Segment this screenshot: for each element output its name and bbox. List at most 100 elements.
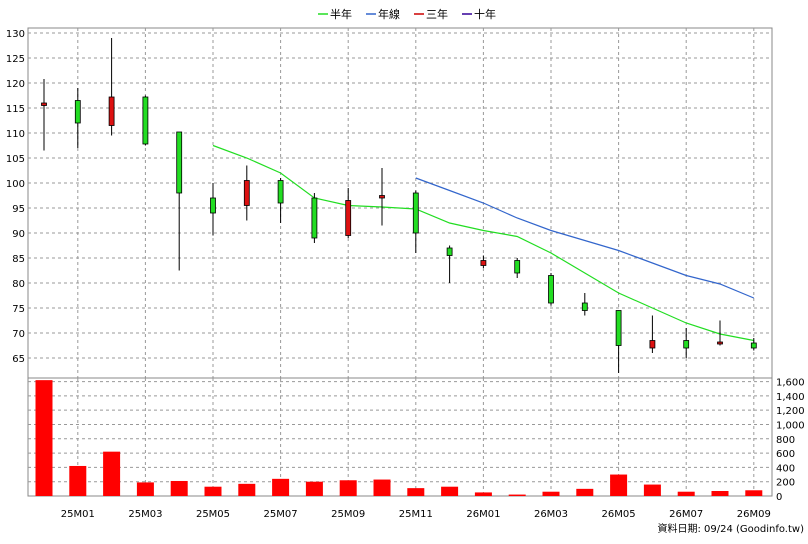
candle-6 xyxy=(243,165,250,221)
candle-body-2 xyxy=(108,96,115,126)
price-tick-label-70: 70 xyxy=(12,329,25,340)
volume-bar-13 xyxy=(474,492,492,496)
x-tick-label-26M03: 26M03 xyxy=(534,509,568,520)
volume-tick-label-1400: 1,400 xyxy=(776,392,805,403)
volume-bar-5 xyxy=(204,486,222,496)
price-tick-label-85: 85 xyxy=(12,254,25,265)
candle-5 xyxy=(210,183,216,236)
volume-tick-label-1000: 1,000 xyxy=(776,420,805,431)
volume-bar-1 xyxy=(69,465,87,496)
volume-tick-label-400: 400 xyxy=(776,463,795,474)
price-tick-label-100: 100 xyxy=(6,179,25,190)
price-grid: 65 70 75 80 85 90 95 100 105 110 115 120 125 130 xyxy=(6,27,773,379)
volume-plot-area xyxy=(27,377,773,497)
candle-body-10 xyxy=(379,195,385,199)
candle-body-11 xyxy=(412,192,419,234)
footer-source-text: 資料日期: 09/24 (Goodinfo.tw) xyxy=(657,522,804,535)
legend-label-0: 半年 xyxy=(330,7,352,21)
volume-bar-19 xyxy=(677,491,695,496)
volume-tick-label-1600: 1,600 xyxy=(776,378,805,389)
volume-bar-20 xyxy=(711,490,729,496)
volume-bar-14 xyxy=(508,494,526,496)
volume-bar-0 xyxy=(35,380,53,496)
candle-body-12 xyxy=(446,247,453,256)
moving-average-lines xyxy=(212,144,755,342)
candle-body-6 xyxy=(243,180,250,206)
x-tick-label-26M09: 26M09 xyxy=(737,509,771,520)
candle-2 xyxy=(108,38,115,136)
volume-bar-8 xyxy=(305,481,323,496)
x-tick-label-26M01: 26M01 xyxy=(466,509,500,520)
price-tick-label-75: 75 xyxy=(12,304,25,315)
volume-bar-11 xyxy=(407,488,425,496)
candle-0 xyxy=(41,79,47,151)
candle-19 xyxy=(683,328,690,358)
legend: 半年 年線 三年 十年 xyxy=(318,7,496,21)
x-tick-label-25M07: 25M07 xyxy=(264,509,298,520)
volume-bar-2 xyxy=(103,451,121,496)
candle-18 xyxy=(649,315,656,353)
x-tick-label-26M07: 26M07 xyxy=(669,509,703,520)
candle-1 xyxy=(74,88,81,148)
candle-16 xyxy=(581,293,588,316)
price-tick-label-65: 65 xyxy=(12,354,25,365)
legend-label-1: 年線 xyxy=(378,7,400,21)
candle-8 xyxy=(311,193,318,243)
candle-7 xyxy=(277,178,284,223)
candle-body-13 xyxy=(480,260,487,266)
volume-bar-21 xyxy=(745,490,763,496)
volume-bar-18 xyxy=(643,484,661,496)
candle-body-16 xyxy=(581,302,588,311)
volume-tick-label-0: 0 xyxy=(776,492,782,503)
price-tick-label-130: 130 xyxy=(6,29,25,40)
ma-year-line xyxy=(415,177,755,299)
volume-bar-3 xyxy=(136,482,154,496)
price-tick-label-110: 110 xyxy=(6,129,25,140)
candle-body-5 xyxy=(210,197,216,214)
price-tick-label-95: 95 xyxy=(12,204,25,215)
legend-label-3: 十年 xyxy=(474,7,496,21)
candle-20 xyxy=(717,320,723,346)
candle-14 xyxy=(514,258,521,278)
candle-9 xyxy=(345,188,352,238)
candle-12 xyxy=(446,245,453,283)
candle-body-3 xyxy=(142,96,149,145)
candle-10 xyxy=(379,168,385,226)
volume-bar-16 xyxy=(576,488,594,496)
volume-bar-10 xyxy=(373,479,391,496)
price-tick-label-105: 105 xyxy=(6,154,25,165)
candle-17 xyxy=(615,310,622,373)
candle-body-15 xyxy=(548,275,554,304)
candle-body-1 xyxy=(74,100,81,124)
ma-half-year-line xyxy=(212,144,754,342)
candle-body-4 xyxy=(176,131,183,194)
candle-body-17 xyxy=(615,310,622,346)
candle-body-19 xyxy=(683,340,690,349)
candle-body-20 xyxy=(717,341,723,345)
legend-label-2: 三年 xyxy=(426,7,448,21)
candle-3 xyxy=(142,95,149,146)
volume-bar-15 xyxy=(542,491,560,496)
volume-bars xyxy=(35,380,763,496)
price-tick-label-115: 115 xyxy=(6,104,25,115)
volume-tick-label-600: 600 xyxy=(776,449,795,460)
candle-11 xyxy=(412,190,419,253)
volume-bar-17 xyxy=(610,474,628,496)
volume-bar-6 xyxy=(238,483,256,496)
volume-tick-label-800: 800 xyxy=(776,435,795,446)
volume-bar-7 xyxy=(272,478,290,496)
x-tick-label-25M01: 25M01 xyxy=(61,509,95,520)
candle-body-21 xyxy=(750,342,757,349)
candle-13 xyxy=(480,255,487,268)
volume-tick-label-200: 200 xyxy=(776,478,795,489)
candle-21 xyxy=(750,338,757,351)
price-tick-label-90: 90 xyxy=(12,229,25,240)
price-tick-label-80: 80 xyxy=(12,279,25,290)
volume-bar-9 xyxy=(339,480,357,496)
candle-4 xyxy=(176,131,183,271)
candle-body-8 xyxy=(311,197,318,239)
candle-body-14 xyxy=(514,260,521,274)
candle-body-18 xyxy=(649,340,656,349)
